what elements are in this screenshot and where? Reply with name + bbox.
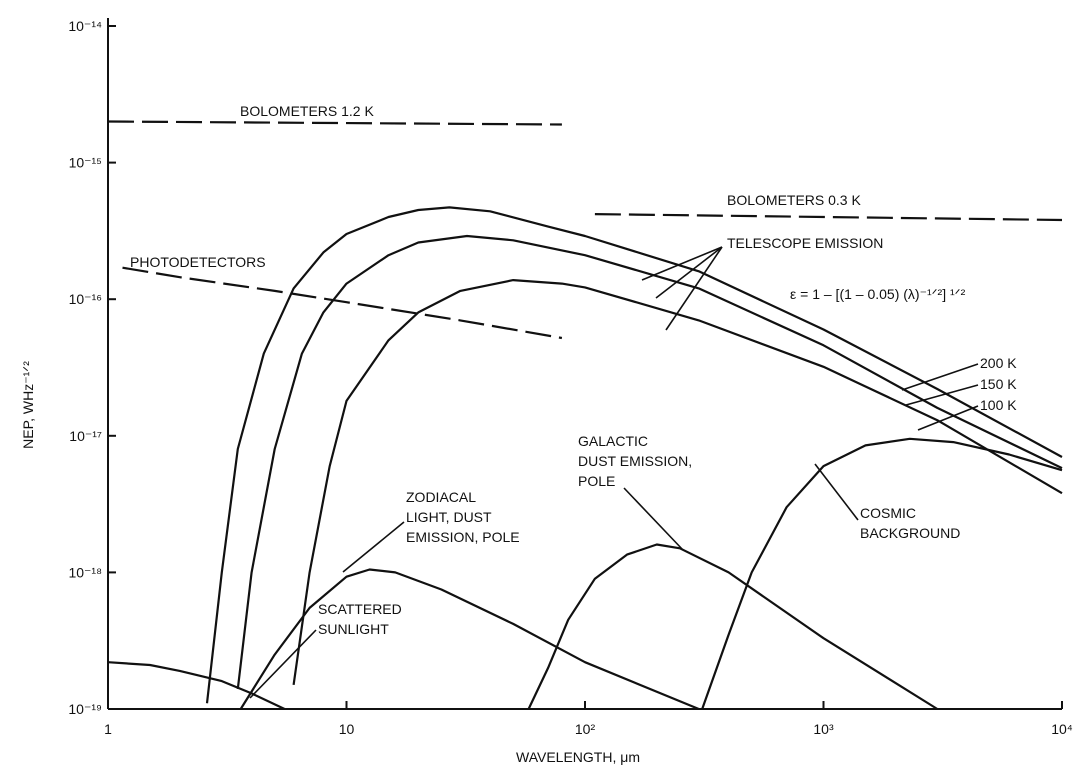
annotation-zodiacal: ZODIACAL LIGHT, DUST EMISSION, POLE <box>406 489 520 545</box>
series-telescope-100k <box>292 279 1063 686</box>
leader-150k <box>905 384 979 406</box>
y-tick-label: 10⁻¹⁶ <box>69 291 102 307</box>
annotation-cosmic-background: COSMIC BACKGROUND <box>860 505 960 541</box>
x-tick-label: 1 <box>104 721 112 737</box>
series-telescope-200k <box>205 206 1063 704</box>
axes: 10⁻¹⁴ 10⁻¹⁵ 10⁻¹⁶ 10⁻¹⁷ 10⁻¹⁸ 10⁻¹⁹1 10 10² 10³ 1… <box>68 18 1073 737</box>
x-tick-label: 10 <box>339 721 355 737</box>
leader-lines <box>249 246 979 699</box>
leader-telescope-1 <box>641 246 723 281</box>
series-bolometers-0-3k <box>594 213 1063 222</box>
series-cosmic-background <box>701 437 1063 710</box>
y-tick-label: 10⁻¹⁸ <box>68 564 102 580</box>
annotation-bolometers-1-2k: BOLOMETERS 1.2 K <box>240 103 374 119</box>
series-layer <box>107 120 1063 711</box>
x-tick-label: 10² <box>575 721 596 737</box>
annotation-photodetectors: PHOTODETECTORS <box>130 254 266 270</box>
series-galactic-dust <box>527 543 938 710</box>
y-tick-label: 10⁻¹⁹ <box>68 701 102 717</box>
annotation-telescope-emission: TELESCOPE EMISSION <box>727 235 883 251</box>
y-axis-title: NEP, WHz⁻¹ᐟ² <box>20 361 36 449</box>
x-tick-label: 10⁴ <box>1051 721 1073 737</box>
leader-cosmic <box>814 463 859 521</box>
series-zodiacal <box>239 568 700 711</box>
leader-zodiacal <box>342 521 405 573</box>
y-tick-label: 10⁻¹⁵ <box>69 155 102 171</box>
y-tick-label: 10⁻¹⁴ <box>68 18 102 34</box>
leader-100k <box>917 405 979 431</box>
annotation-emissivity-formula: ε = 1 – [(1 – 0.05) (λ)⁻¹ᐟ²] ¹ᐟ² <box>790 286 966 302</box>
y-tick-label: 10⁻¹⁷ <box>69 428 102 444</box>
annotation-bolometers-0-3k: BOLOMETERS 0.3 K <box>727 192 861 208</box>
series-bolometers-1-2k <box>107 120 562 126</box>
annotation-galactic-dust: GALACTIC DUST EMISSION, POLE <box>578 433 696 489</box>
leader-telescope-3 <box>665 246 723 331</box>
annotation-scattered-sunlight: SCATTERED SUNLIGHT <box>318 601 406 637</box>
x-tick-label: 10³ <box>813 721 834 737</box>
annotation-100k: 100 K <box>980 397 1017 413</box>
series-photodetectors <box>122 266 563 340</box>
series-scattered-sunlight <box>107 661 286 710</box>
leader-200k <box>901 363 979 391</box>
leader-telescope-2 <box>655 246 723 299</box>
x-axis-title: WAVELENGTH, μm <box>516 749 640 765</box>
leader-galactic-dust <box>623 487 684 551</box>
leader-scattered <box>249 629 317 699</box>
annotation-200k: 200 K <box>980 355 1017 371</box>
annotation-150k: 150 K <box>980 376 1017 392</box>
series-telescope-150k <box>236 234 1063 690</box>
